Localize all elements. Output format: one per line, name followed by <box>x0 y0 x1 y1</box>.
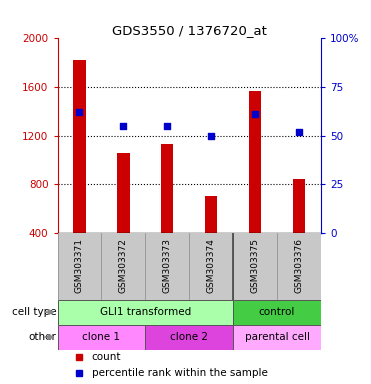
Bar <box>58 324 145 349</box>
Bar <box>145 324 233 349</box>
Text: GSM303373: GSM303373 <box>163 238 172 293</box>
Text: GSM303374: GSM303374 <box>207 238 216 293</box>
Text: GSM303371: GSM303371 <box>75 238 84 293</box>
Text: GSM303375: GSM303375 <box>250 238 260 293</box>
Text: count: count <box>92 352 121 362</box>
Point <box>164 123 170 129</box>
Text: cell type: cell type <box>12 307 57 317</box>
Text: GSM303372: GSM303372 <box>119 238 128 293</box>
Point <box>121 123 127 129</box>
Text: GLI1 transformed: GLI1 transformed <box>100 307 191 317</box>
Bar <box>233 300 321 324</box>
Text: GSM303376: GSM303376 <box>295 238 303 293</box>
Bar <box>73 60 86 233</box>
Text: clone 1: clone 1 <box>82 332 121 342</box>
Bar <box>293 179 305 233</box>
Text: parental cell: parental cell <box>244 332 309 342</box>
Bar <box>205 197 217 233</box>
Bar <box>233 324 321 349</box>
Title: GDS3550 / 1376720_at: GDS3550 / 1376720_at <box>112 24 267 37</box>
Point <box>208 132 214 139</box>
Text: percentile rank within the sample: percentile rank within the sample <box>92 367 267 377</box>
Bar <box>161 144 173 233</box>
Point <box>296 129 302 135</box>
Bar <box>58 300 233 324</box>
Point <box>252 111 258 118</box>
Text: control: control <box>259 307 295 317</box>
Bar <box>117 153 129 233</box>
Bar <box>249 91 261 233</box>
Text: other: other <box>29 332 57 342</box>
Text: clone 2: clone 2 <box>170 332 208 342</box>
Point <box>76 109 82 115</box>
